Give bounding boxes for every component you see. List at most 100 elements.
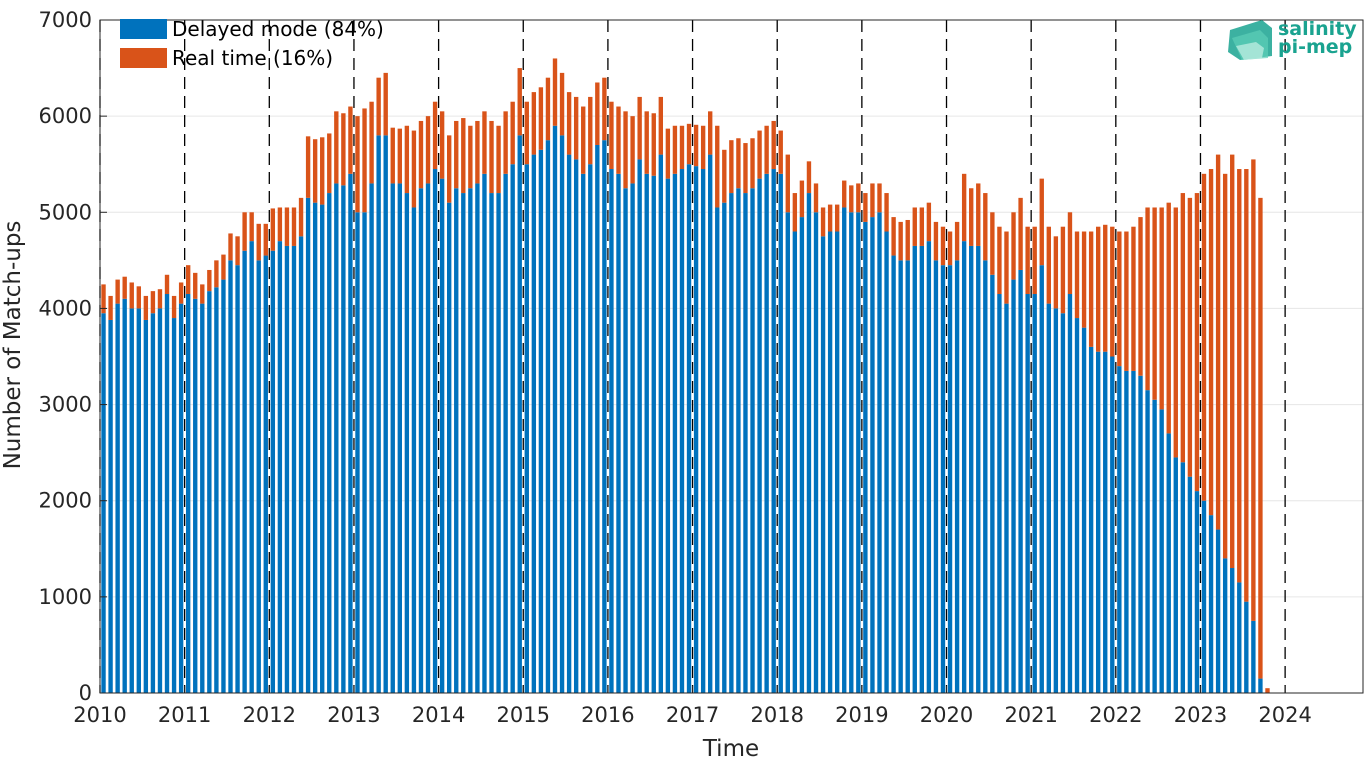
bar-delayed xyxy=(242,250,247,693)
bar-group xyxy=(1117,231,1122,693)
bar-delayed xyxy=(447,202,452,693)
bar-realtime xyxy=(616,106,621,174)
bar-delayed xyxy=(722,202,727,693)
bar-group xyxy=(1011,212,1016,693)
bar-group xyxy=(369,101,374,693)
bar-realtime xyxy=(1244,169,1249,602)
bar-realtime xyxy=(397,128,402,184)
bar-group xyxy=(341,113,346,693)
bar-group xyxy=(602,77,607,693)
bar-group xyxy=(954,221,960,693)
bar-delayed xyxy=(834,231,840,693)
y-tick-label: 1000 xyxy=(39,585,92,609)
bar-realtime xyxy=(185,265,191,295)
bar-realtime xyxy=(813,183,819,213)
bar-realtime xyxy=(334,111,339,184)
bar-realtime xyxy=(482,111,487,174)
bar-delayed xyxy=(905,260,910,693)
bar-group xyxy=(1258,197,1263,693)
bar-group xyxy=(1124,231,1129,693)
bar-delayed xyxy=(136,308,141,693)
bar-delayed xyxy=(1230,568,1235,693)
bar-delayed xyxy=(1110,356,1115,693)
bar-group xyxy=(743,143,748,694)
bar-realtime xyxy=(214,260,219,288)
bar-realtime xyxy=(573,96,579,160)
bar-group xyxy=(1230,154,1235,693)
bar-delayed xyxy=(827,231,833,693)
bar-group xyxy=(524,101,529,693)
bar-realtime xyxy=(658,96,664,155)
bar-group xyxy=(277,207,283,693)
bar-delayed xyxy=(813,212,819,694)
bar-delayed xyxy=(390,183,395,693)
bar-group xyxy=(1081,231,1087,693)
bar-group xyxy=(1004,231,1009,693)
bar-delayed xyxy=(616,173,621,694)
bar-delayed xyxy=(369,183,374,693)
bar-realtime xyxy=(905,219,910,261)
bar-realtime xyxy=(341,113,346,186)
bar-group xyxy=(559,72,565,693)
bar-delayed xyxy=(355,212,360,694)
bars xyxy=(101,58,1270,694)
bar-group xyxy=(242,212,247,693)
bar-delayed xyxy=(891,255,896,694)
bar-group xyxy=(969,188,974,693)
bar-realtime xyxy=(489,120,494,194)
bar-delayed xyxy=(947,265,953,693)
bar-group xyxy=(898,221,903,693)
bar-group xyxy=(404,125,410,694)
bar-delayed xyxy=(348,173,353,694)
bar-realtime xyxy=(1053,236,1059,309)
bar-delayed xyxy=(602,140,607,693)
bar-group xyxy=(1180,193,1186,693)
bar-delayed xyxy=(630,183,635,693)
bar-realtime xyxy=(630,116,635,184)
bar-realtime xyxy=(284,207,290,246)
bar-group xyxy=(115,279,120,693)
bar-delayed xyxy=(129,308,134,693)
bar-group xyxy=(588,96,593,693)
bar-realtime xyxy=(355,116,360,213)
bar-group xyxy=(334,111,339,693)
bar-realtime xyxy=(1032,226,1037,295)
bar-group xyxy=(623,111,628,693)
bar-delayed xyxy=(207,291,212,693)
bar-realtime xyxy=(129,282,134,309)
bar-group xyxy=(658,96,664,694)
bar-delayed xyxy=(609,169,614,693)
bar-delayed xyxy=(454,188,459,693)
bar-delayed xyxy=(383,135,388,693)
bar-realtime xyxy=(1138,217,1143,376)
bar-delayed xyxy=(898,260,903,693)
bar-group xyxy=(214,260,219,693)
bar-group xyxy=(891,217,896,694)
bar-delayed xyxy=(954,260,960,693)
bar-realtime xyxy=(1110,226,1115,357)
bar-group xyxy=(439,111,445,693)
x-tick-label: 2024 xyxy=(1258,703,1311,727)
bar-delayed xyxy=(185,294,191,693)
bar-realtime xyxy=(743,143,748,194)
bar-group xyxy=(545,77,551,693)
bar-realtime xyxy=(877,183,882,213)
bar-group xyxy=(792,193,798,693)
bar-realtime xyxy=(235,236,240,266)
bar-delayed xyxy=(439,178,445,693)
logo-wave-icon xyxy=(1228,20,1272,60)
bar-realtime xyxy=(863,193,868,222)
bar-realtime xyxy=(884,193,889,232)
bar-group xyxy=(990,212,995,693)
y-tick-label: 3000 xyxy=(39,393,92,417)
bar-group xyxy=(700,125,706,693)
bar-realtime xyxy=(432,101,438,170)
bar-delayed xyxy=(531,154,537,694)
bar-group xyxy=(178,282,184,693)
bar-delayed xyxy=(856,212,861,694)
x-tick-label: 2018 xyxy=(750,703,803,727)
bar-delayed xyxy=(1173,457,1178,693)
bar-delayed xyxy=(573,159,579,693)
bar-realtime xyxy=(1095,226,1101,352)
salinity-pi-mep-logo: salinity pi-mep xyxy=(1228,18,1357,60)
